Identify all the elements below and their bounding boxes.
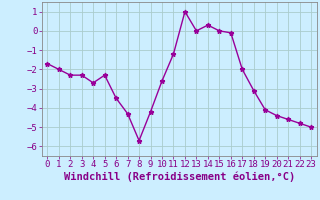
X-axis label: Windchill (Refroidissement éolien,°C): Windchill (Refroidissement éolien,°C): [64, 172, 295, 182]
